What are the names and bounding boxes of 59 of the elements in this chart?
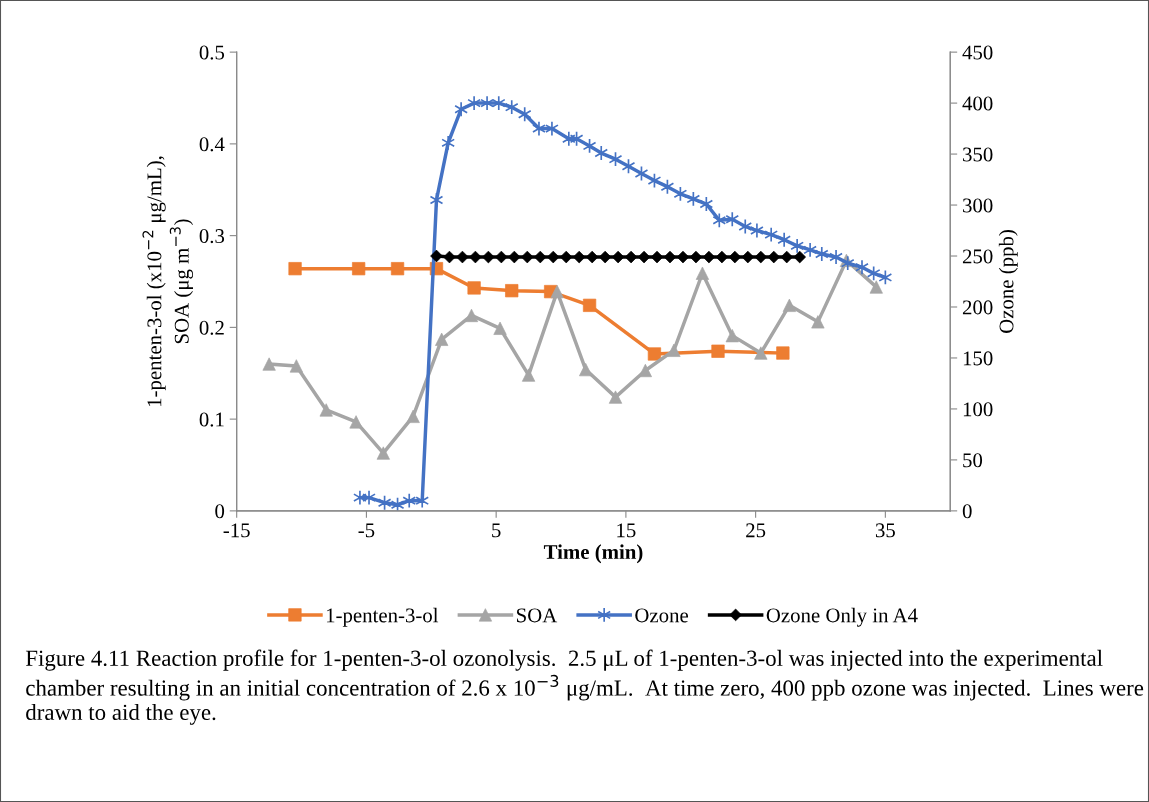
point bbox=[545, 120, 559, 137]
y2-tick-label: 250 bbox=[962, 249, 993, 264]
point bbox=[467, 95, 481, 111]
y2-tick-label: 50 bbox=[963, 453, 983, 468]
point bbox=[699, 196, 714, 212]
point bbox=[855, 259, 869, 276]
y2-tick-label: 0 bbox=[962, 504, 972, 519]
point bbox=[712, 212, 727, 229]
point bbox=[803, 242, 817, 258]
x-tick-label: -15 bbox=[223, 523, 250, 538]
x-tick-label: 35 bbox=[875, 523, 895, 538]
point bbox=[782, 298, 796, 312]
point bbox=[829, 249, 843, 265]
point bbox=[441, 135, 456, 151]
point bbox=[814, 246, 829, 262]
y-tick-label: 0.1 bbox=[199, 412, 224, 427]
point bbox=[454, 101, 468, 117]
point bbox=[725, 211, 740, 228]
point bbox=[777, 231, 792, 248]
legend-label: Ozone bbox=[635, 608, 689, 623]
y2-tick-label: 200 bbox=[962, 300, 993, 315]
legend-label: 1-penten-3-ol bbox=[326, 607, 439, 627]
x-tick-label: 25 bbox=[746, 523, 766, 538]
point bbox=[504, 99, 519, 115]
text: 1-penten-3-ol (x10$^{−2}$ μg/mL), SOA (μg m$^{−3}$) bbox=[142, 156, 194, 407]
y2-tick-label: 100 bbox=[963, 402, 993, 417]
point bbox=[517, 106, 532, 123]
point bbox=[764, 226, 779, 243]
text: Figure 4.11 Reaction profile for 1-penten-3-ol ozonolysis. 2.5 μL of 1-penten-3-ol was injected into the experimental chamber resulting in an initial concentration of 2.6 x 10$^{−3}$ μg/mL. At time zero, 400 ppb ozone was injected. Lines were drawn to aid the eye. bbox=[25, 649, 1144, 725]
point bbox=[840, 255, 855, 271]
x-tick-label: 15 bbox=[617, 523, 636, 538]
legend-label: SOA bbox=[517, 608, 558, 623]
point bbox=[750, 222, 764, 239]
point bbox=[493, 321, 507, 335]
point bbox=[491, 95, 506, 111]
y-tick-label: 0.4 bbox=[199, 137, 225, 152]
y2-tick-label: 350 bbox=[963, 147, 993, 162]
point bbox=[738, 218, 753, 235]
point bbox=[790, 238, 804, 254]
x-tick-label: -5 bbox=[358, 523, 375, 538]
point bbox=[390, 262, 405, 276]
y2-axis-title: Ozone (ppb) bbox=[998, 230, 1018, 333]
point bbox=[866, 265, 881, 282]
x-tick-label: 5 bbox=[492, 523, 501, 538]
y2-tick-label: 300 bbox=[963, 198, 993, 213]
y2-tick-label: 150 bbox=[963, 351, 993, 366]
x-axis-title: Time (min) bbox=[543, 544, 643, 564]
point bbox=[402, 492, 417, 509]
point bbox=[480, 95, 494, 111]
y-tick-label: 0 bbox=[215, 504, 225, 519]
point bbox=[532, 120, 546, 137]
point bbox=[362, 489, 376, 506]
point bbox=[594, 145, 609, 161]
y2-tick-label: 400 bbox=[962, 96, 993, 111]
y-tick-label: 0.2 bbox=[199, 320, 224, 335]
legend-label: Ozone Only in A4 bbox=[766, 607, 918, 627]
y-tick-label: 0.5 bbox=[199, 45, 225, 60]
y-tick-label: 0.3 bbox=[199, 229, 225, 244]
y2-tick-label: 450 bbox=[962, 45, 993, 60]
